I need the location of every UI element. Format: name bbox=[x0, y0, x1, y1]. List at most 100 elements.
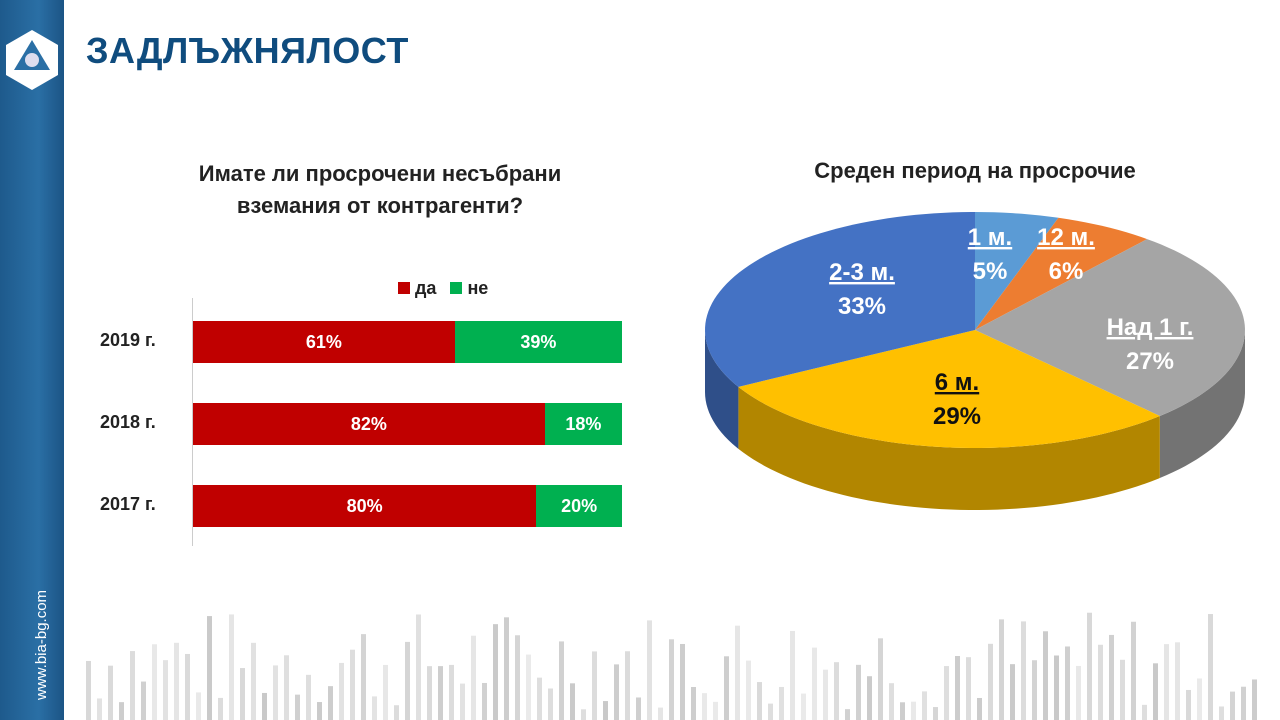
decorative-bar bbox=[1241, 686, 1246, 720]
slice-label: 2-3 м. bbox=[829, 259, 895, 286]
decorative-bar bbox=[911, 701, 916, 720]
decorative-bar bbox=[1197, 678, 1202, 720]
decorative-bar bbox=[603, 701, 608, 720]
decorative-bar bbox=[1065, 646, 1070, 720]
slice-value: 27% bbox=[1126, 348, 1174, 375]
bar-row: 80% 20% bbox=[193, 485, 622, 527]
decorative-bar bbox=[735, 625, 740, 720]
decorative-bar bbox=[878, 638, 883, 720]
decorative-bar bbox=[757, 682, 762, 720]
decorative-bar bbox=[713, 701, 718, 720]
decorative-bar bbox=[801, 693, 806, 720]
decorative-bar bbox=[900, 702, 905, 720]
category-label: 2017 г. bbox=[100, 494, 156, 514]
decorative-bar bbox=[1142, 704, 1147, 720]
decorative-bar bbox=[504, 617, 509, 720]
decorative-bar bbox=[328, 686, 333, 720]
decorative-bar bbox=[1252, 679, 1257, 720]
bar-segment-не: 39% bbox=[454, 321, 622, 363]
decorative-bar bbox=[1054, 655, 1059, 720]
legend: да не bbox=[398, 278, 488, 299]
decorative-bar bbox=[229, 614, 234, 720]
decorative-bar bbox=[790, 630, 795, 720]
slice-value: 5% bbox=[973, 258, 1008, 285]
decorative-bar bbox=[339, 662, 344, 720]
legend-yes: да bbox=[398, 278, 436, 299]
decorative-bar bbox=[834, 662, 839, 720]
decorative-bar bbox=[625, 651, 630, 720]
decorative-bar bbox=[581, 709, 586, 720]
decorative-bar bbox=[944, 666, 949, 720]
decorative-bar bbox=[515, 635, 520, 720]
decorative-bar bbox=[889, 683, 894, 720]
decorative-bar bbox=[1131, 621, 1136, 720]
decorative-bar bbox=[196, 692, 201, 720]
decorative-bar bbox=[812, 647, 817, 720]
decorative-bar bbox=[537, 677, 542, 720]
decorative-bar bbox=[768, 703, 773, 720]
decorative-bar bbox=[185, 653, 190, 720]
decorative-bar bbox=[1032, 660, 1037, 720]
category-label: 2019 г. bbox=[100, 330, 156, 350]
decorative-bar bbox=[240, 668, 245, 720]
decorative-bar bbox=[1021, 621, 1026, 720]
bar-segment-не: 18% bbox=[544, 403, 622, 445]
decorative-bar bbox=[1109, 634, 1114, 720]
bar-segment-да: 80% bbox=[193, 485, 537, 527]
decorative-bar bbox=[130, 651, 135, 720]
decorative-bar bbox=[614, 664, 619, 720]
decorative-bar bbox=[548, 688, 553, 720]
pie-slice bbox=[975, 212, 1059, 330]
pie-slice bbox=[975, 239, 1245, 417]
legend-no: не bbox=[450, 278, 488, 299]
decorative-bar bbox=[1010, 664, 1015, 720]
decorative-bar bbox=[1098, 644, 1103, 720]
decorative-bar bbox=[669, 639, 674, 720]
decorative-bar bbox=[592, 651, 597, 720]
decorative-bar bbox=[636, 697, 641, 720]
pie-slice bbox=[975, 217, 1148, 330]
decorative-bar bbox=[482, 682, 487, 720]
decorative-bar bbox=[141, 681, 146, 720]
decorative-bar bbox=[372, 696, 377, 720]
decorative-bar bbox=[1164, 644, 1169, 720]
decorative-bar bbox=[361, 634, 366, 720]
slice-label: 6 м. bbox=[935, 369, 979, 396]
logo-icon bbox=[6, 30, 58, 90]
pie-slice bbox=[738, 330, 1160, 448]
decorative-bar bbox=[218, 697, 223, 720]
slice-value: 6% bbox=[1049, 258, 1084, 285]
pie-side-2 bbox=[1159, 330, 1245, 479]
bar-chart-title: Имате ли просрочени несъбрани вземания о… bbox=[198, 161, 562, 218]
decorative-bar bbox=[658, 707, 663, 720]
decorative-bar bbox=[867, 676, 872, 720]
decorative-bar bbox=[317, 702, 322, 720]
decorative-bar bbox=[427, 666, 432, 720]
decorative-bar bbox=[955, 656, 960, 720]
decorative-bar bbox=[306, 674, 311, 720]
decorative-bar bbox=[823, 669, 828, 720]
decorative-bar bbox=[856, 664, 861, 720]
decorative-bar bbox=[977, 697, 982, 720]
decorative-bar bbox=[1076, 665, 1081, 720]
decorative-bar bbox=[152, 644, 157, 720]
decorative-bar bbox=[174, 642, 179, 720]
decorative-bar bbox=[1230, 691, 1235, 720]
decorative-bar bbox=[97, 698, 102, 720]
sidebar: www.bia-bg.com bbox=[0, 0, 64, 720]
slice-value: 33% bbox=[838, 293, 886, 320]
slice-label: Над 1 г. bbox=[1107, 314, 1194, 341]
decorative-bar bbox=[405, 641, 410, 720]
decorative-bar bbox=[559, 641, 564, 720]
decorative-bar bbox=[1120, 659, 1125, 720]
decorative-bar bbox=[845, 709, 850, 720]
decorative-bar bbox=[471, 635, 476, 720]
decorative-bar bbox=[251, 642, 256, 720]
slice-label: 12 м. bbox=[1037, 224, 1095, 251]
decorative-bar bbox=[570, 683, 575, 720]
bar-segment-да: 82% bbox=[193, 403, 545, 445]
pie-slice bbox=[705, 212, 975, 387]
decorative-bar bbox=[108, 665, 113, 720]
